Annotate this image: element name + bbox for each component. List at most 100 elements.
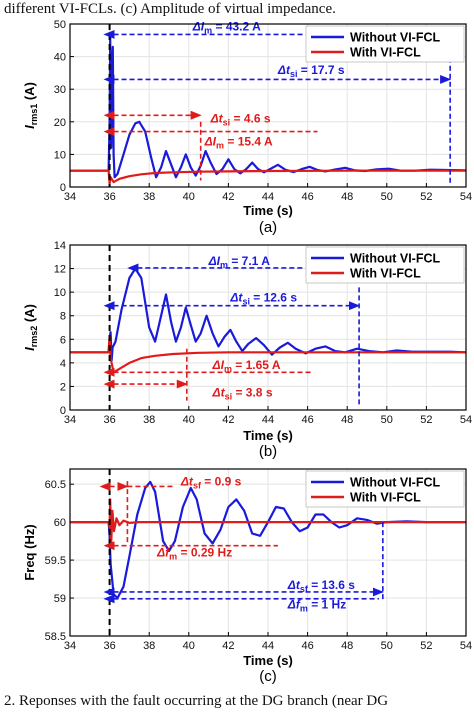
y-tick-label: 59.5 — [45, 555, 66, 567]
x-tick-label: 40 — [183, 191, 195, 203]
x-tick-label: 34 — [64, 191, 76, 203]
y-tick-label: 60 — [54, 517, 66, 529]
x-tick-label: 42 — [222, 414, 234, 426]
y-tick-label: 10 — [54, 287, 66, 299]
x-tick-label: 44 — [262, 191, 274, 203]
y-tick-label: 40 — [54, 52, 66, 64]
plot-frame — [69, 23, 467, 188]
legend-label: With VI-FCL — [350, 491, 421, 505]
x-tick-label: 38 — [143, 640, 155, 652]
figure-caption-top: different VI-FCLs. (c) Amplitude of virt… — [4, 1, 336, 17]
legend-label: With VI-FCL — [350, 46, 421, 60]
annotation-2: Δtsf = 13.6 s — [103, 522, 384, 602]
x-tick-label: 36 — [103, 191, 115, 203]
legend-box — [305, 25, 465, 63]
annotation-3: Δtsi = 3.8 s — [103, 348, 273, 401]
annotation-label: ΔIm = 15.4 A — [204, 134, 273, 150]
annotation-label: Δtsi = 3.8 s — [212, 385, 273, 401]
legend-label: Without VI-FCL — [350, 31, 441, 45]
annotation-label: Δtsi = 12.6 s — [229, 291, 297, 307]
x-tick-label: 52 — [420, 640, 432, 652]
legend-label: With VI-FCL — [350, 267, 421, 281]
y-axis-label: Irms2 (A) — [22, 304, 39, 351]
x-tick-label: 46 — [301, 414, 313, 426]
x-tick-label: 54 — [460, 640, 472, 652]
annotation-0: ΔIm = 43.2 A — [103, 20, 314, 39]
annotation-label: ΔIm = 1.65 A — [212, 358, 281, 374]
annotation-label: Δtsi = 4.6 s — [210, 111, 271, 127]
figure-caption-bottom: 2. Reponses with the fault occurring at … — [4, 693, 389, 709]
y-tick-label: 20 — [54, 117, 66, 129]
x-tick-label: 50 — [381, 191, 393, 203]
annotation-1: Δtsi = 12.6 s — [103, 287, 361, 407]
y-tick-label: 30 — [54, 84, 66, 96]
x-axis-label: Time (s) — [243, 653, 293, 668]
legend-label: Without VI-FCL — [350, 252, 441, 266]
y-tick-label: 4 — [60, 358, 66, 370]
y-tick-label: 10 — [54, 149, 66, 161]
annotation-label: ΔIm = 43.2 A — [192, 20, 261, 36]
x-tick-label: 44 — [262, 640, 274, 652]
x-tick-label: 46 — [301, 640, 313, 652]
series-line-with — [70, 498, 466, 545]
y-tick-label: 8 — [60, 311, 66, 323]
annotation-3: ΔIm = 15.4 A — [103, 127, 318, 150]
y-axis-label: Freq (Hz) — [22, 524, 37, 580]
y-tick-label: 60.5 — [45, 479, 66, 491]
x-tick-label: 54 — [460, 191, 472, 203]
annotation-3: Δfm = 1 Hz — [103, 594, 379, 614]
x-tick-label: 50 — [381, 640, 393, 652]
x-tick-label: 50 — [381, 414, 393, 426]
plot-frame — [69, 244, 467, 411]
annotation-label: Δtsf = 0.9 s — [180, 475, 242, 491]
x-tick-label: 38 — [143, 191, 155, 203]
annotation-label: Δfm = 1 Hz — [287, 598, 346, 614]
legend-label: Without VI-FCL — [350, 476, 441, 490]
x-tick-label: 40 — [183, 414, 195, 426]
annotation-label: ΔIm = 7.1 A — [208, 254, 271, 270]
panel-c: 34 36 38 40 42 44 46 48 50 52 54 58.5 59 59.5 60 60.5 Ti… — [22, 468, 472, 685]
x-tick-label: 36 — [103, 414, 115, 426]
annotation-label: Δtsi = 17.7 s — [277, 63, 345, 79]
annotation-0: Δtsf = 0.9 s — [99, 475, 242, 544]
x-axis-label: Time (s) — [243, 428, 293, 443]
x-tick-label: 42 — [222, 640, 234, 652]
series-line-without — [70, 480, 466, 600]
y-tick-label: 58.5 — [45, 631, 66, 643]
annotation-0: ΔIm = 7.1 A — [127, 254, 304, 273]
panel-label: (a) — [259, 219, 277, 236]
legend-box — [305, 246, 465, 284]
annotation-2: ΔIm = 1.65 A — [103, 358, 312, 377]
y-tick-label: 50 — [54, 19, 66, 31]
panel-label: (b) — [259, 443, 277, 460]
y-tick-label: 6 — [60, 334, 66, 346]
x-tick-label: 38 — [143, 414, 155, 426]
annotation-2: Δtsi = 4.6 s — [103, 110, 271, 181]
x-tick-label: 34 — [64, 414, 76, 426]
x-tick-label: 48 — [341, 191, 353, 203]
x-tick-label: 34 — [64, 640, 76, 652]
y-tick-label: 0 — [60, 405, 66, 417]
x-tick-label: 52 — [420, 191, 432, 203]
y-tick-label: 12 — [54, 264, 66, 276]
y-axis-label: Irms1 (A) — [22, 82, 39, 129]
series-line-with — [70, 169, 466, 185]
y-tick-label: 2 — [60, 381, 66, 393]
annotation-1: Δfm = 0.29 Hz — [103, 541, 278, 561]
y-tick-label: 59 — [54, 593, 66, 605]
x-tick-label: 42 — [222, 191, 234, 203]
series-line-without — [70, 35, 467, 179]
x-tick-label: 48 — [341, 640, 353, 652]
legend-box — [305, 470, 465, 508]
x-tick-label: 44 — [262, 414, 274, 426]
y-tick-label: 14 — [54, 240, 66, 252]
x-tick-label: 48 — [341, 414, 353, 426]
x-tick-label: 52 — [420, 414, 432, 426]
x-tick-label: 36 — [103, 640, 115, 652]
y-tick-label: 0 — [60, 182, 66, 194]
